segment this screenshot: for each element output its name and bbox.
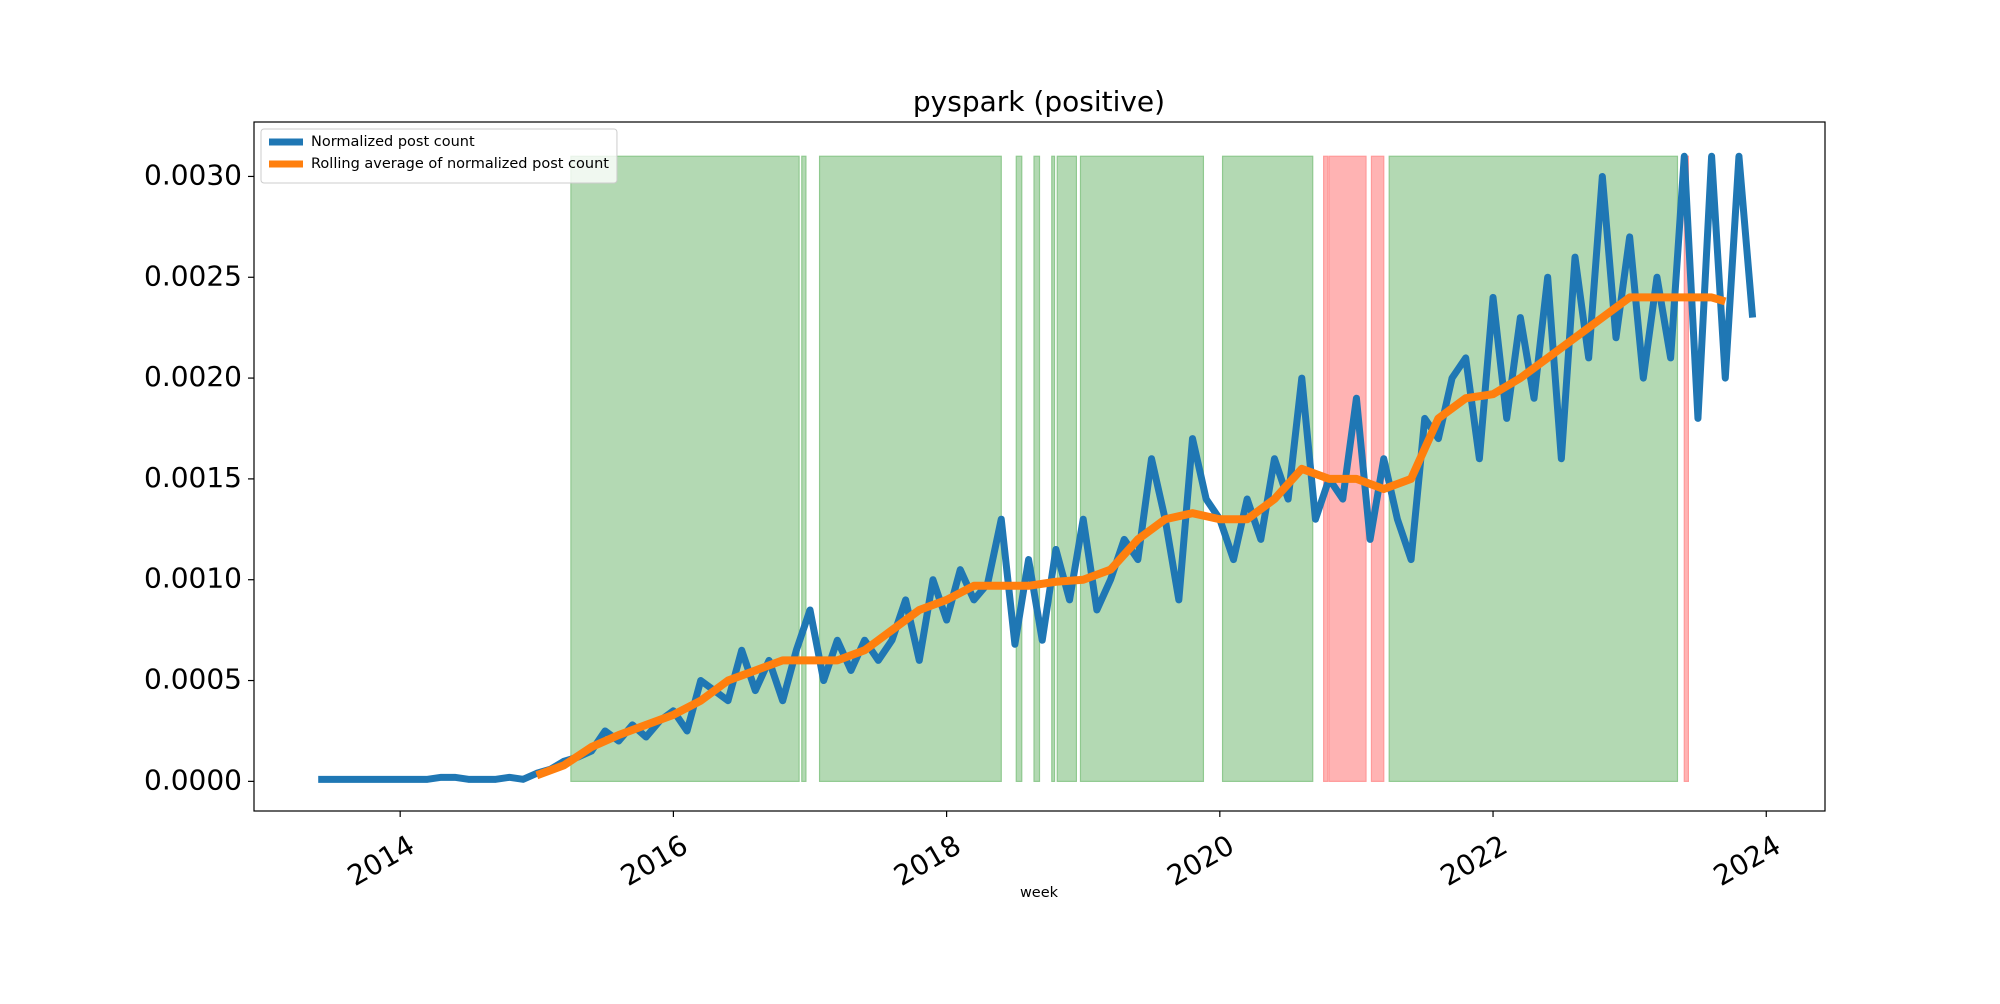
x-tick-label: 2018 — [888, 828, 966, 892]
shaded-region — [1015, 155, 1023, 782]
x-tick-label: 2020 — [1162, 828, 1240, 892]
x-axis-label: week — [1020, 885, 1059, 901]
y-tick-label: 0.0015 — [144, 461, 242, 494]
shaded-region — [818, 155, 1002, 782]
y-tick-label: 0.0000 — [144, 763, 242, 796]
shaded-region — [1323, 155, 1329, 782]
x-tick-label: 2016 — [615, 828, 693, 892]
y-tick-label: 0.0005 — [144, 663, 242, 696]
x-tick-label: 2014 — [342, 828, 420, 892]
y-tick-label: 0.0020 — [144, 360, 242, 393]
legend-label: Normalized post count — [311, 134, 475, 150]
legend-label: Rolling average of normalized post count — [311, 156, 609, 172]
legend: Normalized post count Rolling average of … — [260, 128, 618, 184]
shaded-region — [1051, 155, 1056, 782]
shaded-region — [1033, 155, 1041, 782]
series-line — [535, 293, 1727, 780]
plot-frame — [253, 121, 1826, 812]
shaded-region — [1079, 155, 1205, 782]
y-tick-label: 0.0025 — [144, 259, 242, 292]
x-tick-label: 2022 — [1435, 828, 1513, 892]
x-tick-label: 2024 — [1708, 828, 1786, 892]
shaded-region — [1056, 155, 1077, 782]
chart-title: pyspark (positive) — [913, 85, 1165, 118]
shaded-region — [570, 155, 800, 782]
y-tick-label: 0.0010 — [144, 562, 242, 595]
shaded-region — [801, 155, 807, 782]
y-tick-label: 0.0030 — [144, 158, 242, 191]
legend-box — [260, 128, 618, 184]
